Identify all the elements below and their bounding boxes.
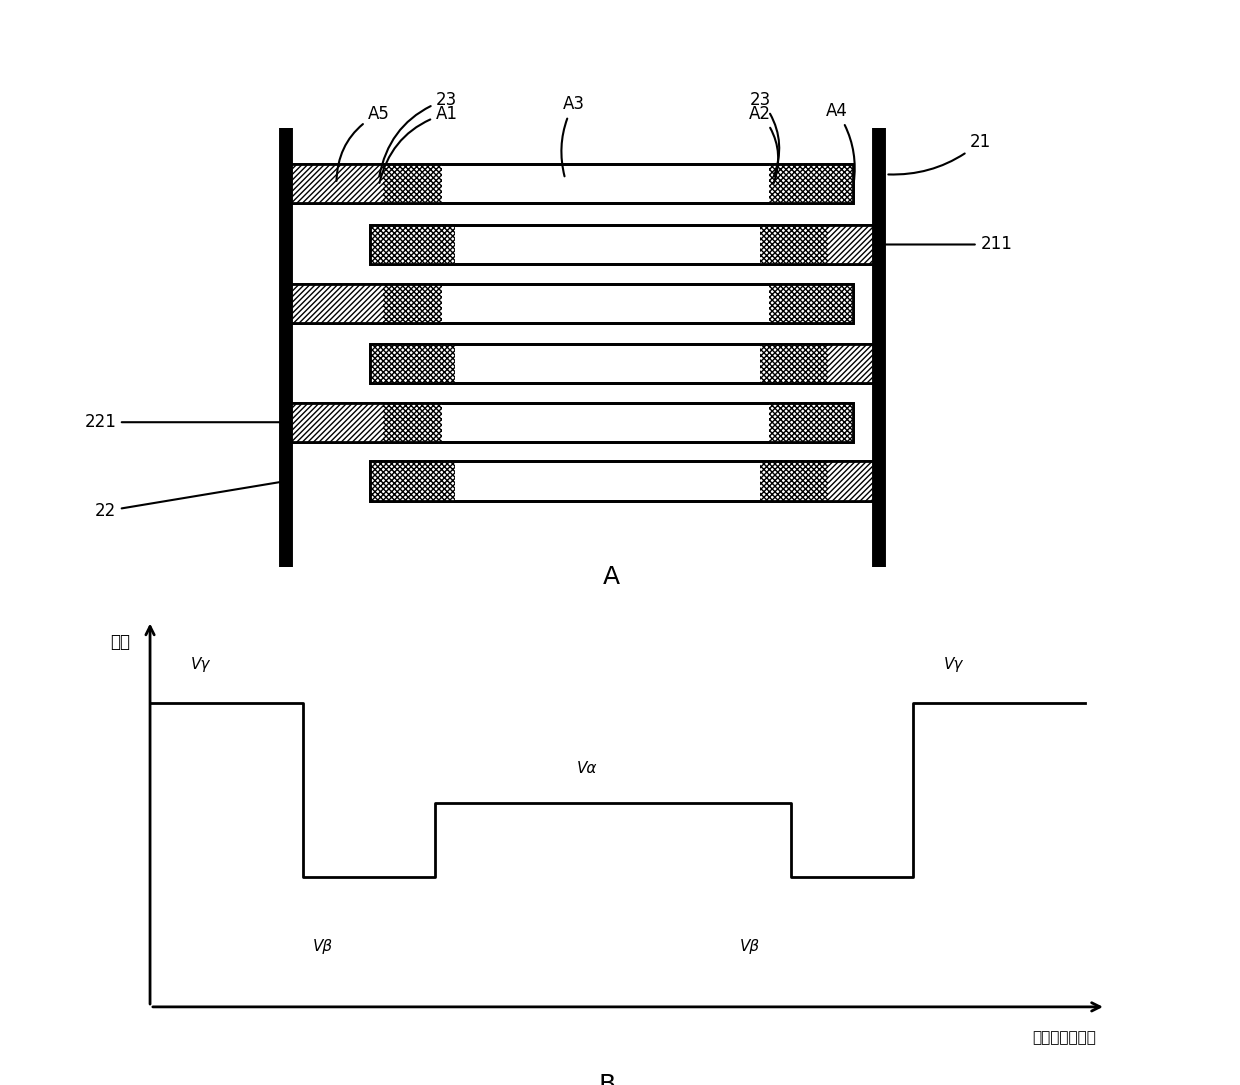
- Bar: [371, 461, 879, 501]
- Text: 221: 221: [84, 413, 283, 431]
- Bar: [371, 225, 879, 264]
- Bar: [383, 164, 443, 203]
- Bar: [285, 164, 853, 203]
- Bar: [828, 344, 879, 383]
- Bar: [828, 225, 879, 264]
- Bar: [383, 284, 443, 323]
- Bar: [769, 164, 853, 203]
- Bar: [828, 461, 879, 501]
- Bar: [371, 344, 455, 383]
- Bar: [285, 284, 853, 323]
- Text: Vγ: Vγ: [944, 656, 963, 672]
- Bar: [285, 403, 853, 442]
- Bar: [383, 403, 443, 442]
- Text: 21: 21: [888, 132, 991, 175]
- Bar: [371, 225, 879, 264]
- Text: B: B: [599, 1073, 616, 1085]
- Text: 据电层孔径方向: 据电层孔径方向: [1032, 1030, 1096, 1045]
- Text: A1: A1: [379, 104, 458, 183]
- Text: Vβ: Vβ: [740, 939, 760, 954]
- Bar: [285, 164, 853, 203]
- Text: 23: 23: [749, 90, 779, 177]
- Bar: [371, 344, 879, 383]
- Bar: [285, 164, 383, 203]
- Bar: [285, 403, 383, 442]
- Bar: [760, 225, 828, 264]
- Bar: [760, 461, 828, 501]
- Text: A4: A4: [826, 102, 854, 182]
- Bar: [371, 225, 455, 264]
- Bar: [285, 403, 853, 442]
- Text: 23: 23: [379, 90, 458, 176]
- Bar: [760, 344, 828, 383]
- Text: A: A: [604, 564, 620, 588]
- Text: A2: A2: [749, 104, 779, 183]
- Text: 速度: 速度: [109, 634, 130, 651]
- Bar: [371, 344, 879, 383]
- Text: Vβ: Vβ: [312, 939, 334, 954]
- Bar: [285, 284, 383, 323]
- Bar: [371, 461, 455, 501]
- Text: A3: A3: [562, 95, 585, 177]
- Text: 22: 22: [95, 482, 283, 520]
- Bar: [371, 461, 879, 501]
- Text: Vγ: Vγ: [191, 656, 211, 672]
- Bar: [769, 284, 853, 323]
- Bar: [285, 284, 853, 323]
- Text: Vα: Vα: [577, 761, 598, 776]
- Text: A5: A5: [336, 104, 389, 181]
- Text: 211: 211: [885, 235, 1012, 254]
- Bar: [769, 403, 853, 442]
